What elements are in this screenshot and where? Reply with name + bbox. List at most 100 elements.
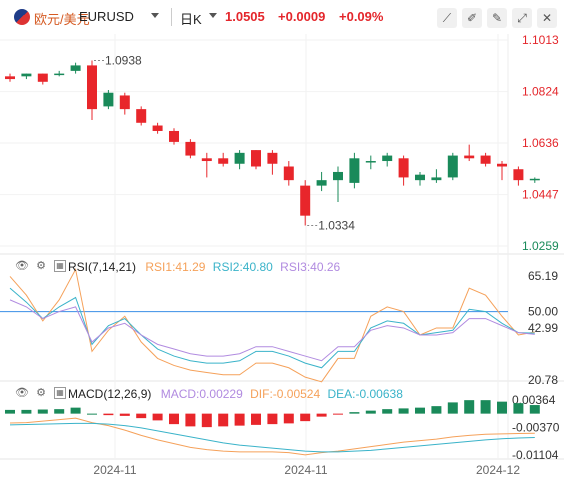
rsi-series-line [9,299,535,362]
x-tick-label: 2024-11 [284,463,327,477]
macd-bar [103,413,114,416]
candle-body [447,155,458,178]
candle-body [169,130,179,142]
macd-bar [21,409,32,414]
close-icon[interactable]: ✕ [537,8,557,28]
candle-body [136,109,147,123]
divider [171,8,172,26]
macd-bar [283,413,294,424]
candle-body [415,174,425,181]
macd-bar [529,405,540,414]
candle-body [234,152,245,164]
macd-bar [54,409,65,414]
macd-settings-icon[interactable]: ⚙ [36,387,46,399]
macd-bar [267,413,278,425]
symbol-selector[interactable]: EURUSD [79,9,134,24]
candle-body [316,180,327,186]
price-change: +0.0009 [278,9,326,24]
candle-body [300,185,311,216]
macd-bar [169,413,179,425]
draw-line-icon[interactable]: ⟋ [437,8,457,28]
candle-body [513,169,524,181]
dea-value: DEA:-0.00638 [327,387,403,401]
chart-header: 欧元/美元 EURUSD 日K 1.0505 +0.0009 +0.09% ⟋ … [0,0,564,34]
candle-body [54,73,65,76]
dea-line [9,422,535,453]
dif-value: DIF:-0.00524 [250,387,321,401]
candle-body [37,73,48,82]
macd-bar [300,413,311,422]
macd-bar [5,409,15,414]
macd-eye-icon[interactable]: 👁 [15,387,29,399]
candle-body [5,76,15,80]
candle-body [283,166,294,181]
rsi3-value: RSI3:40.26 [280,260,341,274]
period-chevron-down-icon[interactable] [209,13,217,18]
candle-body [529,178,540,181]
macd-bar [70,407,81,414]
macd-bar [218,413,229,427]
macd-value: MACD:0.00229 [160,387,243,401]
settings-icon[interactable]: ⚙ [36,260,46,272]
candle-body [480,155,491,164]
candle-body [21,73,32,77]
macd-bar [513,403,524,414]
candle-body [464,155,475,159]
indicator-table-icon[interactable]: ▦ [54,260,66,272]
rsi-series-line [9,287,535,369]
eye-icon[interactable]: 👁 [15,260,29,272]
macd-bar [87,413,97,415]
candle-body [87,65,97,110]
macd-table-icon[interactable]: ▦ [54,387,66,399]
candle-body [431,177,442,181]
candle-body [185,141,196,156]
eu-us-flag-icon [14,9,30,25]
rsi-indicator-name: RSI(7,14,21) [68,260,137,274]
candle-body [349,158,360,183]
macd-bar [333,413,343,415]
rsi1-value: RSI1:41.29 [145,260,206,274]
candle-body [333,171,343,181]
macd-tick-label: -0.00370 [512,421,560,435]
chevron-down-icon[interactable] [151,13,159,18]
macd-bar [37,409,48,414]
draw-tool-icon[interactable]: ✐ [462,8,482,28]
macd-bar [382,409,393,414]
candle-body [119,95,130,110]
macd-bar [234,413,245,426]
candle-body [497,163,507,167]
candle-body [365,161,376,163]
pen-icon[interactable]: ✎ [487,8,507,28]
macd-bar [497,401,507,414]
macd-bar [152,413,163,421]
candle-body [251,150,261,167]
macd-bar [480,400,491,414]
macd-bar [398,408,409,414]
price-tick-label: 1.0447 [522,188,559,202]
candle-body [382,155,393,162]
candle-body [398,158,409,178]
macd-bar [119,413,130,416]
macd-bar [349,412,360,414]
candle-body [152,125,163,131]
rsi-tick-label: 50.00 [528,305,558,319]
macd-bar [464,400,475,414]
period-selector[interactable]: 日K [180,12,202,27]
candle-body [267,152,278,164]
candle-body [103,92,114,107]
price-tick-label: 1.1013 [522,33,559,47]
price-tick-label: 1.0636 [522,136,559,150]
price-tick-label: 1.0824 [522,85,559,99]
x-tick-label: 2024-11 [93,463,136,477]
candle-body [201,158,212,162]
expand-icon[interactable]: ⤢ [512,8,532,28]
last-price: 1.0505 [225,9,265,24]
low-annotation: 1.0334 [318,219,355,233]
rsi-series-line [9,267,535,383]
rsi-tick-label: 20.78 [528,373,558,387]
candle-body [70,65,81,71]
macd-bar [447,402,458,414]
macd-bar [201,413,212,428]
macd-bar [136,413,147,419]
